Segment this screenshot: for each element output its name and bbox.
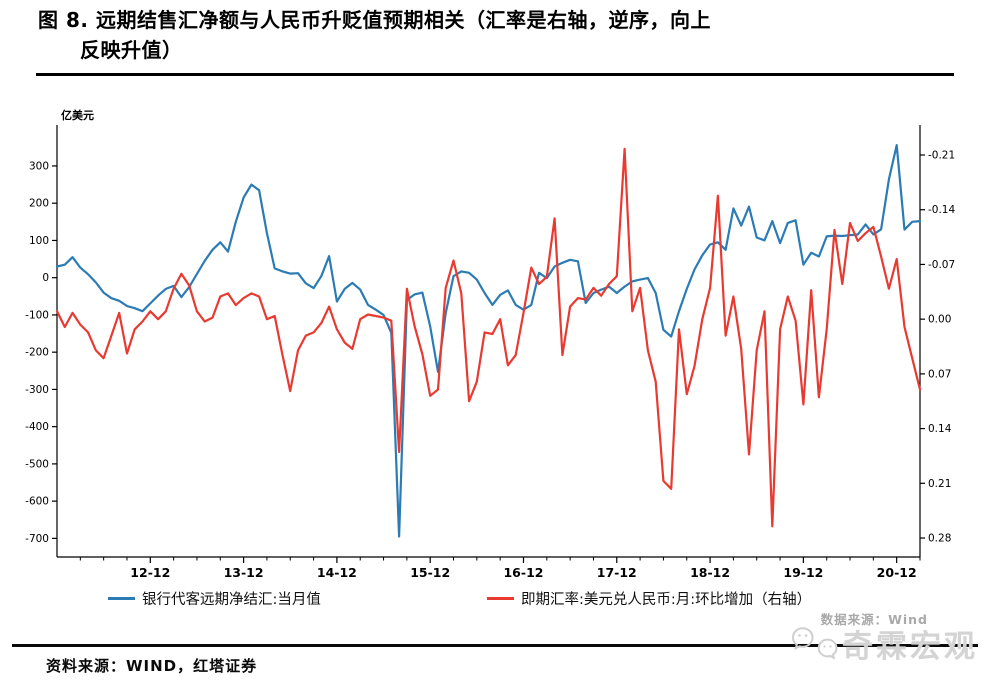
- svg-text:300: 300: [29, 160, 49, 172]
- legend-item-forward-settlement: 银行代客远期净结汇:当月值: [108, 589, 321, 608]
- legend-label-spot-rate: 即期汇率:美元兑人民币:月:环比增加（右轴）: [521, 591, 812, 608]
- svg-text:12-12: 12-12: [130, 565, 170, 580]
- blue-line-sample: [108, 596, 135, 600]
- svg-text:亿美元: 亿美元: [61, 108, 94, 122]
- figure-title-line1: 图 8. 远期结售汇净额与人民币升贬值预期相关（汇率是右轴，逆序，向上: [38, 8, 711, 32]
- svg-text:0.28: 0.28: [928, 533, 951, 545]
- watermark-text: 奇霖宏观: [842, 629, 978, 665]
- svg-text:0.21: 0.21: [928, 478, 951, 490]
- svg-text:15-12: 15-12: [410, 565, 450, 580]
- svg-text:-700: -700: [25, 533, 49, 545]
- svg-text:-0.14: -0.14: [928, 204, 955, 216]
- data-source-note: 数据来源：Wind: [820, 612, 928, 627]
- svg-text:200: 200: [29, 198, 49, 210]
- svg-text:13-12: 13-12: [224, 565, 264, 580]
- brand-watermark: 奇霖宏观: [792, 621, 978, 666]
- svg-text:-500: -500: [25, 458, 49, 470]
- svg-text:-200: -200: [25, 347, 49, 359]
- svg-text:-300: -300: [25, 384, 49, 396]
- chart-legend: 银行代客远期净结汇:当月值 即期汇率:美元兑人民币:月:环比增加（右轴）: [0, 589, 990, 608]
- footer-divider: [12, 644, 978, 647]
- svg-text:16-12: 16-12: [503, 565, 543, 580]
- legend-item-spot-rate: 即期汇率:美元兑人民币:月:环比增加（右轴）: [487, 589, 812, 608]
- svg-text:0.07: 0.07: [928, 368, 951, 380]
- svg-text:0.14: 0.14: [928, 423, 952, 435]
- svg-text:-0.21: -0.21: [928, 150, 955, 162]
- legend-label-forward-settlement: 银行代客远期净结汇:当月值: [142, 591, 321, 608]
- svg-text:17-12: 17-12: [597, 565, 637, 580]
- figure-title: 图 8. 远期结售汇净额与人民币升贬值预期相关（汇率是右轴，逆序，向上 反映升值…: [38, 5, 968, 65]
- wechat-bubbles-icon: [792, 626, 838, 660]
- svg-text:100: 100: [29, 235, 49, 247]
- red-line-sample: [487, 596, 514, 600]
- figure-title-line2: 反映升值）: [80, 38, 183, 62]
- title-divider: [36, 73, 954, 76]
- svg-text:-400: -400: [25, 421, 49, 433]
- svg-text:14-12: 14-12: [317, 565, 357, 580]
- source-note: 资料来源：WIND，红塔证券: [46, 657, 258, 675]
- svg-text:-0.07: -0.07: [928, 259, 955, 271]
- svg-text:18-12: 18-12: [690, 565, 730, 580]
- svg-text:0: 0: [42, 272, 49, 284]
- svg-text:19-12: 19-12: [783, 565, 823, 580]
- svg-text:20-12: 20-12: [877, 565, 917, 580]
- svg-text:0.00: 0.00: [928, 314, 951, 326]
- svg-text:-100: -100: [25, 309, 49, 321]
- svg-text:-600: -600: [25, 496, 49, 508]
